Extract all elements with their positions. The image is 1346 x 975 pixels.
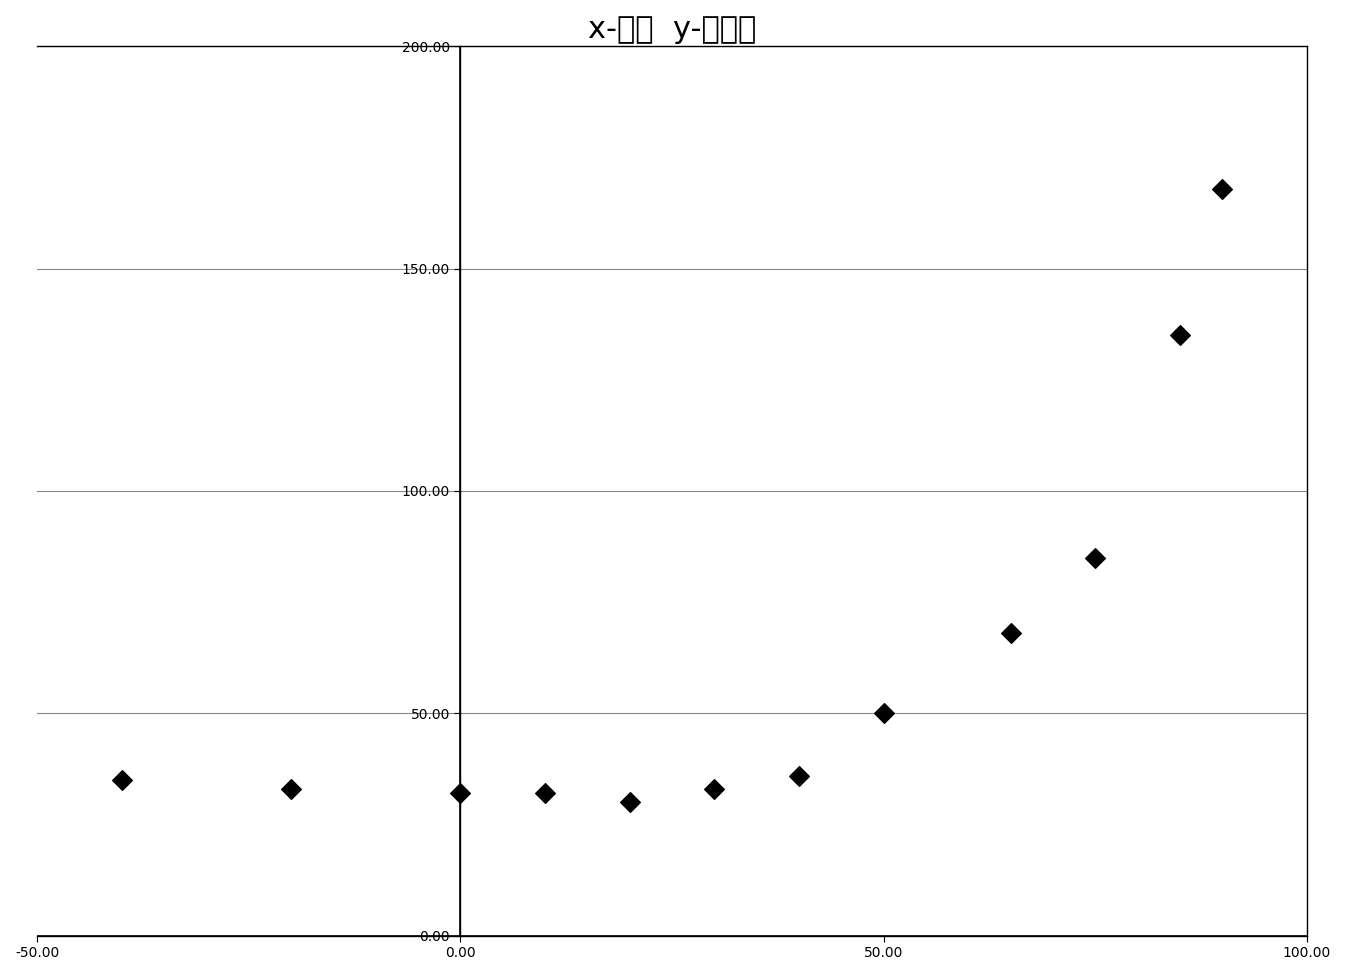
Point: [1170, 328, 1191, 343]
Point: [789, 767, 810, 783]
Point: [280, 781, 302, 797]
Point: [704, 781, 725, 797]
Title: x-温度  y-暗电流: x-温度 y-暗电流: [588, 15, 756, 44]
Point: [1000, 625, 1022, 641]
Point: [619, 795, 641, 810]
Point: [534, 786, 556, 801]
Point: [1211, 180, 1233, 196]
Point: [450, 786, 471, 801]
Point: [872, 706, 894, 722]
Point: [110, 772, 132, 788]
Point: [1085, 550, 1106, 566]
